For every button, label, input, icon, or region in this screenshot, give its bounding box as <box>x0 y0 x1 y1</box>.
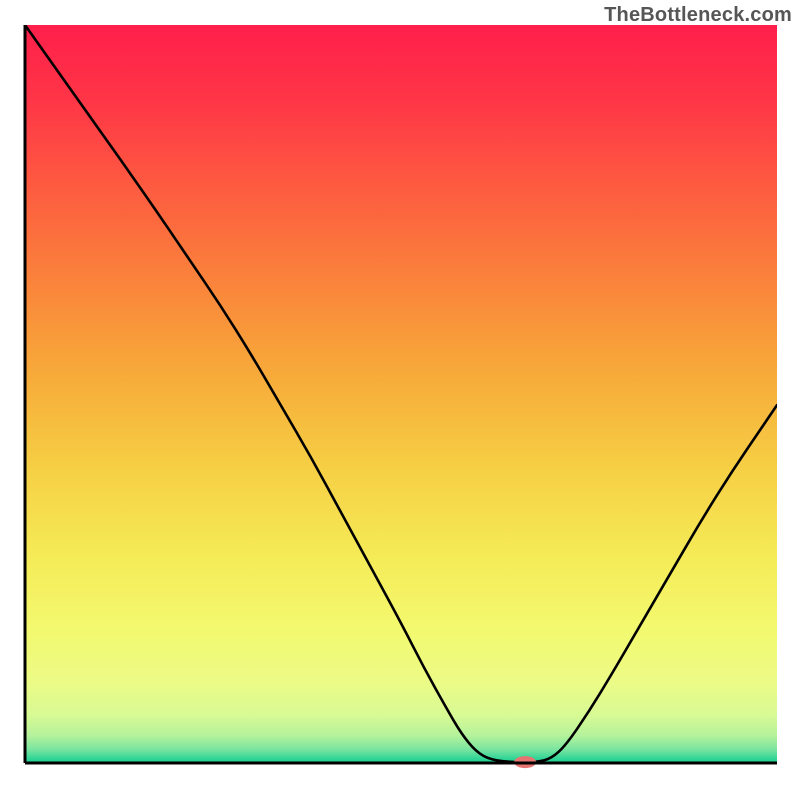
bottleneck-chart <box>0 0 800 800</box>
plot-background-gradient <box>25 25 777 763</box>
watermark-text: TheBottleneck.com <box>604 4 792 27</box>
